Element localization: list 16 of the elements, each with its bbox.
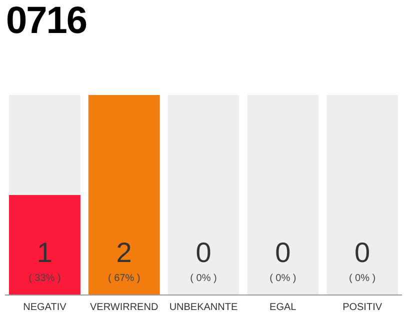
annotation: 0 — [196, 237, 212, 268]
chart-title: 0716 — [6, 0, 87, 43]
x-tick-label: UNBEKANNTE — [169, 302, 238, 314]
annotation: 0 — [275, 237, 291, 268]
x-tick-label: EGAL — [270, 302, 297, 314]
annotation: ( 33% ) — [28, 273, 61, 284]
data-label: 1 — [36, 237, 52, 268]
data-label: 2 — [116, 237, 132, 268]
annotation: ( 0% ) — [348, 273, 376, 284]
annotation: ( 67% ) — [108, 273, 140, 284]
x-tick-label: POSITIV — [342, 302, 382, 314]
annotation: ( 0% ) — [270, 273, 296, 284]
x-tick-label: NEGATIV — [23, 302, 67, 314]
annotation: ( 0% ) — [190, 273, 217, 284]
annotation: 0 — [354, 237, 370, 268]
x-tick-label: VERWIRREND — [90, 302, 158, 314]
